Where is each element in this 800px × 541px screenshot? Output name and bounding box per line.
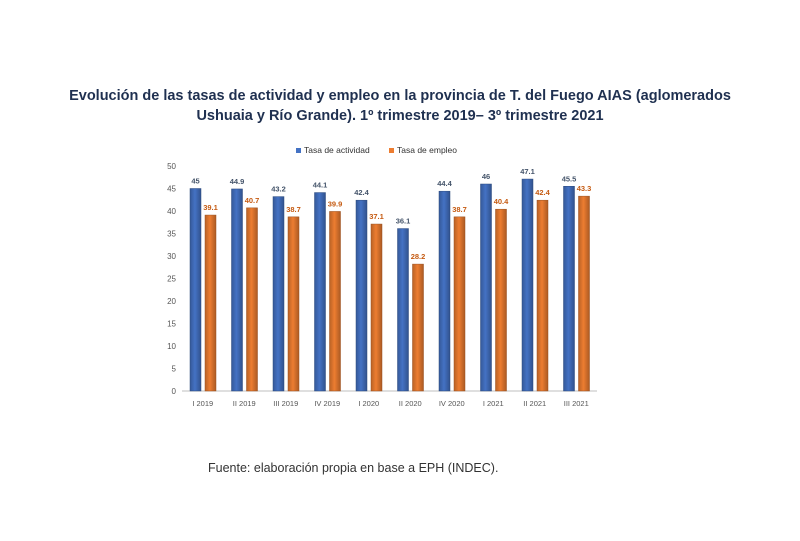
data-label: 44.4 [437, 179, 452, 188]
y-tick-label: 25 [167, 275, 176, 284]
bar [521, 178, 534, 392]
bar [480, 183, 492, 392]
x-tick-label: II 2019 [233, 399, 256, 408]
y-tick-label: 10 [167, 342, 176, 351]
data-label: 44.1 [313, 181, 328, 190]
bar [536, 199, 549, 392]
legend-label: Tasa de empleo [397, 145, 457, 155]
data-label: 36.1 [396, 217, 411, 226]
y-tick-label: 35 [167, 230, 176, 239]
data-label: 37.1 [369, 212, 384, 221]
legend-swatch [296, 148, 301, 153]
chart-title-line2: Ushuaia y Río Grande). 1º trimestre 2019… [196, 108, 604, 124]
x-tick-label: IV 2019 [314, 399, 340, 408]
bar [438, 190, 451, 392]
bar [355, 199, 368, 392]
legend-swatch [389, 148, 394, 153]
x-tick-label: I 2021 [483, 399, 504, 408]
data-label: 43.2 [271, 185, 286, 194]
x-tick-label: I 2019 [192, 399, 213, 408]
x-tick-label: II 2021 [523, 399, 546, 408]
bar [370, 223, 383, 392]
chart-title: Evolución de las tasas de actividad y em… [40, 86, 760, 126]
data-label: 38.7 [286, 205, 301, 214]
x-tick-label: III 2019 [273, 399, 298, 408]
data-label: 43.3 [577, 184, 592, 193]
y-tick-label: 45 [167, 185, 176, 194]
legend-label: Tasa de actividad [304, 145, 370, 155]
bar [287, 216, 300, 392]
x-tick-label: IV 2020 [439, 399, 465, 408]
bar [453, 216, 466, 392]
data-label: 40.7 [245, 196, 260, 205]
chart-title-line1: Evolución de las tasas de actividad y em… [69, 88, 731, 104]
y-tick-label: 20 [167, 297, 176, 306]
y-tick-label: 30 [167, 252, 176, 261]
data-label: 47.1 [520, 167, 535, 176]
bar [412, 263, 424, 392]
bar [329, 211, 341, 392]
data-label: 45.5 [562, 174, 577, 183]
y-tick-label: 5 [172, 365, 177, 374]
bar [495, 208, 507, 392]
x-tick-label: III 2021 [564, 399, 589, 408]
bar [204, 214, 217, 392]
bar [231, 188, 243, 392]
data-label: 39.9 [328, 199, 343, 208]
data-label: 38.7 [452, 205, 467, 214]
data-label: 39.1 [203, 203, 218, 212]
x-tick-label: II 2020 [399, 399, 422, 408]
bar [246, 207, 258, 392]
x-tick-label: I 2020 [358, 399, 379, 408]
y-tick-label: 50 [167, 162, 176, 171]
bar [189, 188, 202, 392]
data-label: 45 [191, 177, 199, 186]
source-note: Fuente: elaboración propia en base a EPH… [208, 461, 499, 475]
bar [314, 192, 326, 392]
data-label: 40.4 [494, 197, 509, 206]
data-label: 44.9 [230, 177, 245, 186]
bar [563, 186, 575, 392]
bar [272, 196, 285, 392]
y-tick-label: 40 [167, 207, 176, 216]
data-label: 28.2 [411, 252, 426, 261]
y-tick-label: 15 [167, 320, 176, 329]
data-label: 46 [482, 172, 490, 181]
data-label: 42.4 [354, 188, 369, 197]
y-tick-label: 0 [172, 387, 177, 396]
bar [397, 228, 409, 392]
data-label: 42.4 [535, 188, 550, 197]
bar [578, 195, 590, 392]
